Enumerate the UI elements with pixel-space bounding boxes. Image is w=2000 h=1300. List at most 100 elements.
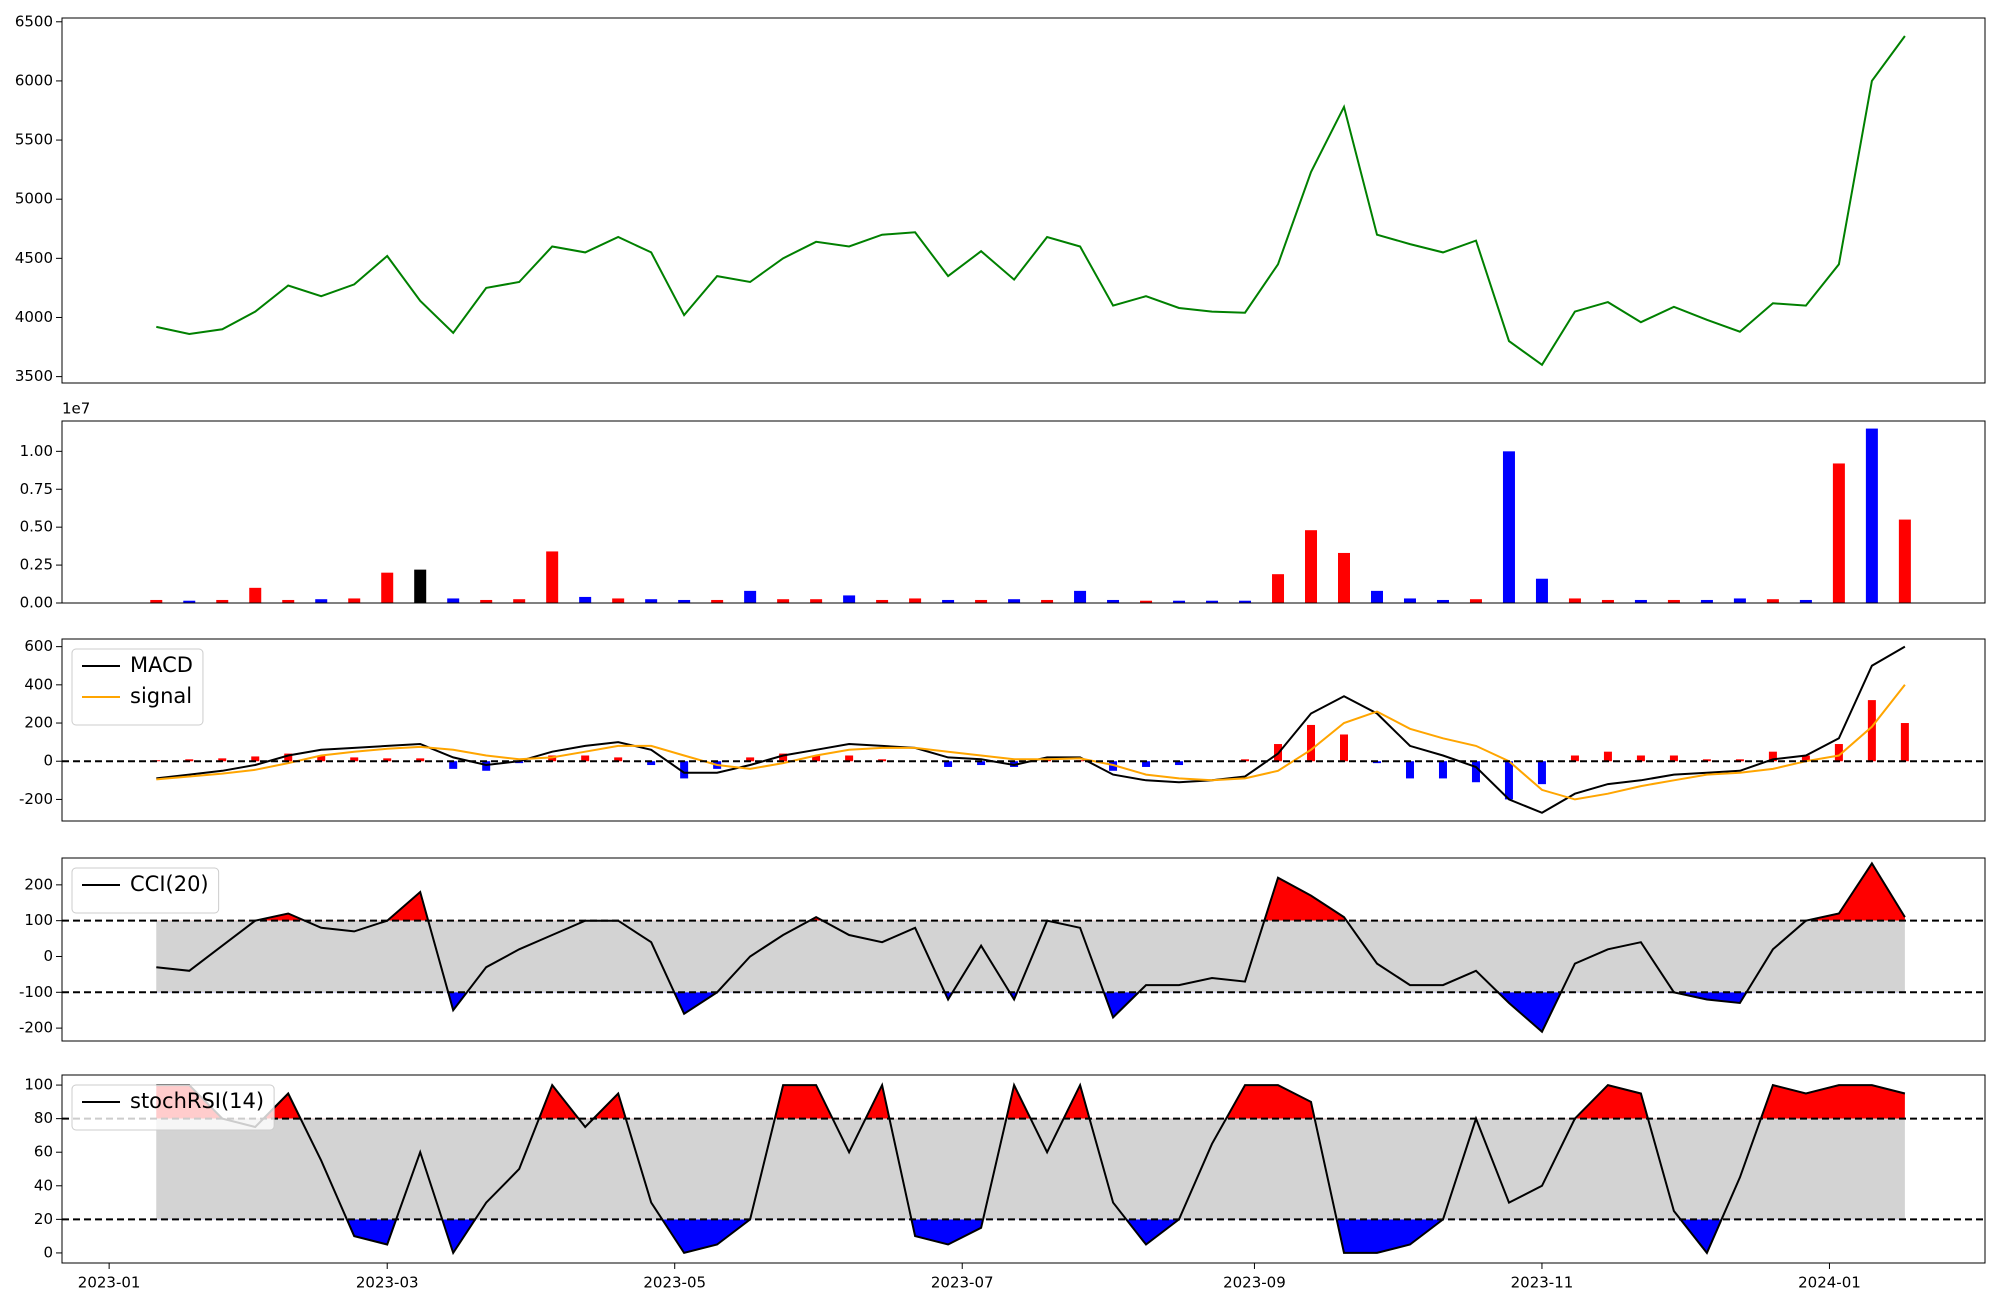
y-tick-label: 0 [43,752,53,770]
y-tick-label: 20 [34,1210,53,1228]
volume-bar [447,598,460,603]
y-tick-label: 4000 [15,308,53,326]
histogram-bar [1438,761,1447,779]
y-tick-label: -200 [19,1019,53,1037]
y-tick-label: 100 [24,911,53,929]
legend-box [71,1084,275,1131]
legend-box [71,867,220,914]
panel-frame [61,17,1986,384]
volume-bar [612,598,625,603]
histogram-bar [1768,751,1777,762]
panel-frame [61,638,1986,822]
y-tick-label: 0 [43,1243,53,1261]
legend-label: CCI(20) [130,872,209,896]
volume-bar [579,596,592,603]
histogram-bar [1340,734,1348,762]
volume-bar [1074,590,1087,603]
volume-bar [249,587,262,603]
volume-bar [744,590,757,603]
histogram-bar [581,755,590,762]
histogram-bar [779,753,788,762]
volume-bar [876,599,889,603]
y-tick-label: 80 [34,1109,53,1127]
histogram-bar [614,757,623,762]
volume-bar [1634,599,1647,603]
neutral-band [156,1118,1905,1220]
legend-label: MACD [130,653,193,677]
y-tick-label: 3500 [15,367,53,385]
volume-bar [777,599,790,603]
series-line [156,645,1906,814]
histogram-bar [1603,751,1612,762]
histogram-bar [1142,761,1151,767]
volume-bar [678,599,691,603]
volume-bar [1535,578,1548,603]
volume-bar [381,572,394,603]
volume-bar [1272,574,1285,603]
histogram-bar [1834,744,1843,762]
x-tick-label: 2023-03 [356,1274,419,1292]
histogram-bar [1867,700,1876,762]
legend-box [71,648,204,726]
volume-bar [216,599,229,603]
y-tick-label: 60 [34,1143,53,1161]
y-tick-label: 5000 [15,190,53,208]
volume-bar [1370,590,1383,603]
histogram-bar [1570,755,1579,762]
plot-area [150,428,1911,603]
volume-bar [1865,428,1878,603]
histogram-bar [1307,724,1316,762]
x-tick-label: 2024-01 [1798,1274,1861,1292]
volume-bar [1667,599,1680,603]
volume-bar [1140,600,1153,603]
x-tick-label: 2023-11 [1511,1274,1574,1292]
volume-bar [1469,599,1482,603]
y-tick-label: 4500 [15,249,53,267]
y-tick-label: -100 [19,983,53,1001]
volume-bar [1107,599,1120,603]
volume-bar [183,600,196,603]
x-tick-label: 2023-07 [931,1274,994,1292]
x-tick-label: 2023-09 [1223,1274,1286,1292]
volume-bar [909,598,922,603]
volume-bar [315,599,328,603]
histogram-bar [1471,761,1480,783]
histogram-bar [218,758,227,762]
y-tick-label: 6000 [15,71,53,89]
volume-bar [1008,599,1021,603]
volume-bar [1338,552,1350,603]
plot-area [156,35,1906,367]
plot-area [156,1082,1906,1256]
histogram-bar [680,761,689,779]
histogram-bar [845,755,854,762]
histogram-bar [812,755,821,762]
volume-bar [1403,598,1416,603]
histogram-bar [350,757,359,762]
histogram-bar [1504,761,1513,800]
plot-area [152,645,1909,814]
y-tick-label: 0 [43,947,53,965]
volume-bar [1239,600,1252,603]
y-tick-label: 200 [24,714,53,732]
series-line [156,684,1906,801]
y-tick-label: 1.00 [20,442,53,460]
volume-bar [1173,600,1186,603]
histogram-bar [1900,723,1909,762]
series-line [156,35,1906,367]
series-line [156,861,1906,1034]
volume-bar [1568,598,1581,603]
volume-bar [1700,599,1713,603]
volume-bar [1601,599,1614,603]
volume-bar [513,599,526,603]
histogram-bar [1669,755,1678,762]
histogram-bar [1801,755,1810,762]
panel-frame [61,420,1986,604]
volume-bar [348,598,361,603]
y-tick-label: 0.25 [20,556,53,574]
volume-bar [1206,600,1219,603]
volume-bar [1305,530,1318,603]
volume-bar [975,599,988,603]
plot-area [156,861,1906,1034]
histogram-bar [284,753,293,762]
histogram-bar [977,761,986,766]
